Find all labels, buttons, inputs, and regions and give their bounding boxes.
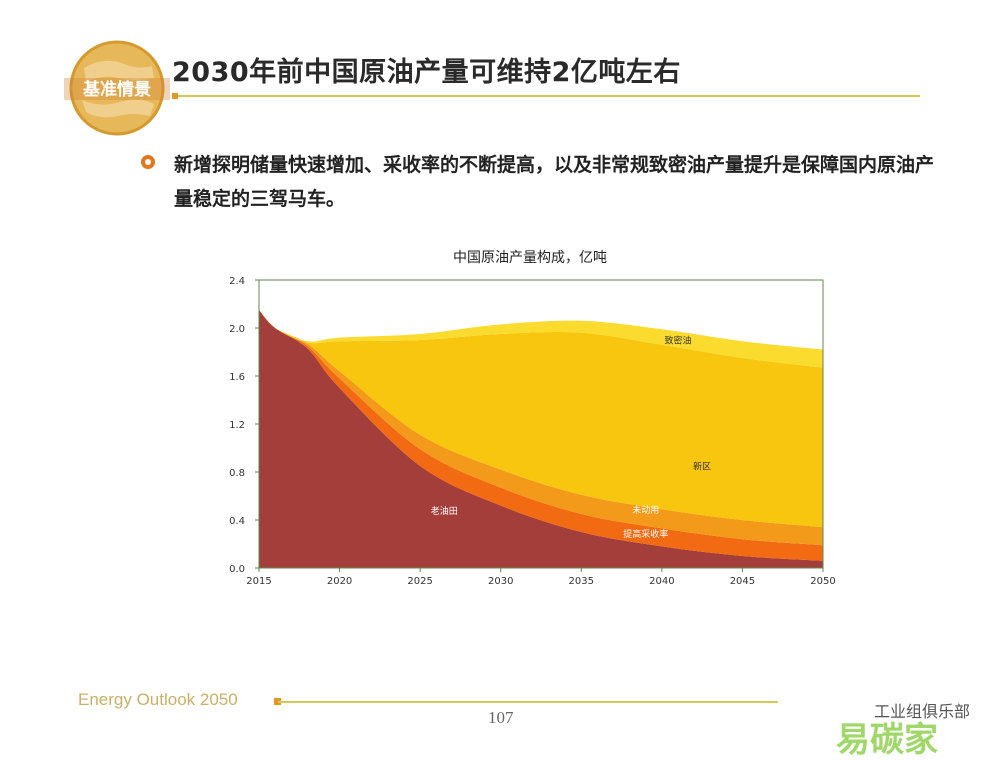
- watermark-logo: 易碳家: [836, 720, 938, 760]
- y-tick-label: 0.0: [229, 564, 245, 575]
- oil-production-chart: 中国原油产量构成，亿吨 0.0 0.4 0.8 1.2 1.6 2.0 2.4 2015 202…: [229, 250, 836, 587]
- y-tick-label: 0.8: [229, 468, 245, 479]
- series-label: 新区: [693, 461, 711, 473]
- area-series-1: [259, 310, 823, 568]
- series-label: 未动用: [632, 504, 659, 516]
- x-tick-label: 2015: [246, 576, 271, 587]
- area-series-2: [259, 310, 823, 561]
- watermark-text: 工业组俱乐部: [873, 702, 970, 721]
- page-title: 2030年前中国原油产量可维持2亿吨左右: [172, 57, 681, 88]
- title-divider-marker: [172, 93, 178, 99]
- x-tick-label: 2050: [810, 576, 835, 587]
- x-tick-label: 2045: [730, 576, 755, 587]
- benchmark-scenario-logo: 基准情景: [64, 40, 170, 136]
- series-label: 老油田: [431, 505, 458, 517]
- footer-divider-marker: [274, 698, 281, 705]
- bullet-icon: [141, 155, 155, 169]
- area-series-3: [259, 310, 823, 546]
- x-tick-label: 2020: [327, 576, 352, 587]
- y-tick-label: 0.4: [229, 516, 245, 527]
- page-number: 107: [488, 708, 514, 727]
- y-tick-label: 2.4: [229, 276, 245, 287]
- logo-text: 基准情景: [82, 79, 151, 100]
- bullet-text: 新增探明储量快速增加、采收率的不断提高，以及非常规致密油产量提升是保障国内原油产…: [174, 154, 935, 210]
- x-tick-label: 2040: [649, 576, 674, 587]
- y-tick-label: 1.2: [229, 420, 245, 431]
- area-series-4: [259, 310, 823, 528]
- chart-title: 中国原油产量构成，亿吨: [453, 250, 607, 266]
- series-label: 提高采收率: [623, 528, 668, 540]
- footer-divider: [278, 701, 778, 703]
- y-tick-label: 1.6: [229, 372, 245, 383]
- area-series-5: [259, 310, 823, 368]
- x-tick-label: 2030: [488, 576, 513, 587]
- x-tick-label: 2035: [569, 576, 594, 587]
- series-label: 致密油: [664, 335, 691, 347]
- title-divider: [172, 95, 920, 97]
- y-tick-label: 2.0: [229, 324, 245, 335]
- x-tick-label: 2025: [407, 576, 432, 587]
- footer-brand: Energy Outlook 2050: [78, 690, 238, 709]
